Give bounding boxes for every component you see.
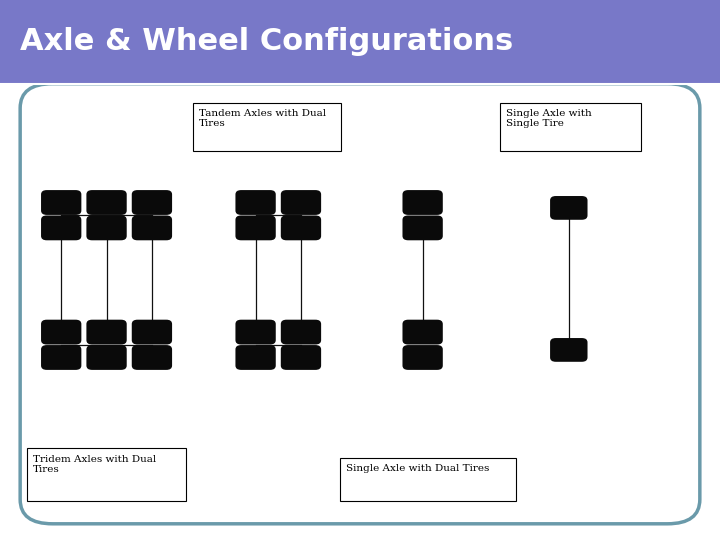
FancyBboxPatch shape [41, 320, 81, 345]
FancyBboxPatch shape [402, 320, 443, 345]
FancyBboxPatch shape [41, 345, 81, 370]
FancyBboxPatch shape [86, 190, 127, 215]
FancyBboxPatch shape [41, 190, 81, 215]
FancyBboxPatch shape [41, 215, 81, 240]
FancyBboxPatch shape [281, 215, 321, 240]
Bar [340, 458, 516, 501]
FancyBboxPatch shape [132, 190, 172, 215]
FancyBboxPatch shape [550, 196, 588, 220]
FancyBboxPatch shape [402, 215, 443, 240]
Bar [27, 448, 186, 501]
Bar [500, 103, 641, 151]
Text: Single Axle with
Single Tire: Single Axle with Single Tire [506, 109, 592, 129]
FancyBboxPatch shape [86, 215, 127, 240]
FancyBboxPatch shape [132, 320, 172, 345]
FancyBboxPatch shape [281, 190, 321, 215]
FancyBboxPatch shape [20, 84, 700, 524]
FancyBboxPatch shape [132, 215, 172, 240]
FancyBboxPatch shape [281, 320, 321, 345]
FancyBboxPatch shape [281, 345, 321, 370]
Text: Tandem Axles with Dual
Tires: Tandem Axles with Dual Tires [199, 109, 326, 129]
FancyBboxPatch shape [86, 320, 127, 345]
FancyBboxPatch shape [235, 320, 276, 345]
FancyBboxPatch shape [235, 345, 276, 370]
Bar [193, 103, 341, 151]
FancyBboxPatch shape [235, 190, 276, 215]
FancyBboxPatch shape [550, 338, 588, 362]
FancyBboxPatch shape [402, 345, 443, 370]
Text: Axle & Wheel Configurations: Axle & Wheel Configurations [20, 28, 513, 56]
Text: Single Axle with Dual Tires: Single Axle with Dual Tires [346, 464, 489, 474]
Bar [0, 0, 720, 84]
FancyBboxPatch shape [235, 215, 276, 240]
FancyBboxPatch shape [132, 345, 172, 370]
FancyBboxPatch shape [402, 190, 443, 215]
FancyBboxPatch shape [86, 345, 127, 370]
Text: Tridem Axles with Dual
Tires: Tridem Axles with Dual Tires [33, 455, 156, 474]
